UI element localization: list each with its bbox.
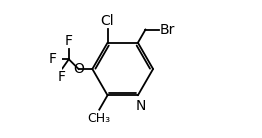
Text: CH₃: CH₃ xyxy=(87,112,110,125)
Text: F: F xyxy=(65,34,73,47)
Text: N: N xyxy=(135,99,146,113)
Text: O: O xyxy=(73,62,84,76)
Text: F: F xyxy=(49,52,57,66)
Text: Cl: Cl xyxy=(101,14,114,28)
Text: Br: Br xyxy=(160,22,175,37)
Text: F: F xyxy=(57,70,65,84)
